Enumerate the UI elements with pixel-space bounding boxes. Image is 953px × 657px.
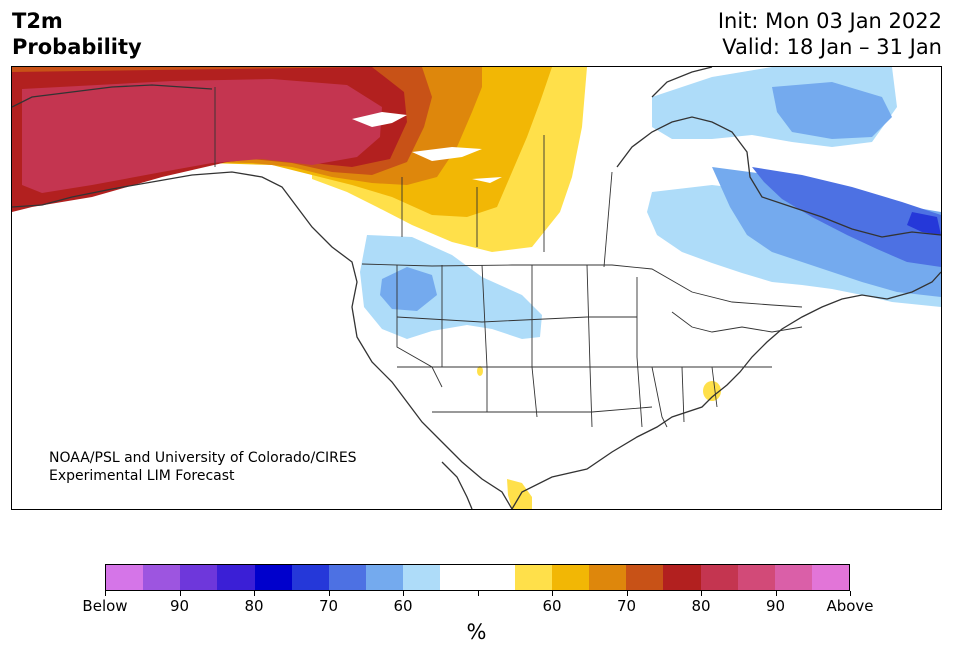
colorbar-tick-label: 70 [318, 597, 339, 615]
cool-light-west [380, 267, 437, 311]
colorbar-segment [811, 565, 850, 590]
colorbar-tick-labels: Below 90 80 70 60 60 70 80 90 Above [0, 597, 953, 617]
colorbar-tick-label: 90 [765, 597, 786, 615]
warm-deep-region [22, 79, 382, 193]
colorbar-tickmark [701, 591, 702, 596]
colorbar-tickmark [776, 591, 777, 596]
colorbar-segment [180, 565, 218, 590]
map-credit: NOAA/PSL and University of Colorado/CIRE… [49, 449, 357, 485]
colorbar-segment [440, 565, 478, 590]
colorbar-segment [774, 565, 812, 590]
init-date: Init: Mon 03 Jan 2022 [717, 9, 942, 33]
great-bear-lake [352, 112, 407, 127]
colorbar-segment [106, 565, 144, 590]
forecast-map[interactable] [11, 66, 942, 510]
forecast-dates: Init: Mon 03 Jan 2022 Valid: 18 Jan – 31… [718, 8, 942, 60]
colorbar-segment [514, 565, 552, 590]
cool-light-north [772, 82, 892, 139]
cool-mid-east [752, 167, 941, 267]
map-title: T2m Probability [12, 8, 142, 60]
colorbar-tickmark [478, 591, 479, 596]
colorbar-tick-label: 60 [393, 597, 413, 615]
great-slave-lake [412, 147, 482, 161]
warm-spot-southeast [703, 381, 721, 401]
colorbar-tickmark [403, 591, 404, 596]
borders [214, 87, 803, 428]
colorbar-tick-label: Above [826, 597, 874, 615]
cool-pale-west [360, 235, 542, 339]
colorbar-tick-label: 90 [169, 597, 190, 615]
colorbar-segment [737, 565, 775, 590]
colorbar-segment [403, 565, 441, 590]
colorbar-segment [626, 565, 664, 590]
colorbar-tickmark [850, 591, 851, 596]
colorbar-unit: % [466, 620, 487, 644]
colorbar-tickmark [180, 591, 181, 596]
colorbar-segment [551, 565, 590, 590]
colorbar-segment [328, 565, 367, 590]
coastlines [12, 67, 941, 509]
colorbar-segment [143, 565, 181, 590]
colorbar-segment [291, 565, 329, 590]
colorbar-segment [700, 565, 738, 590]
lake-athabasca [472, 177, 502, 183]
title-line-1: T2m [12, 9, 63, 33]
map-canvas [12, 67, 941, 509]
colorbar-segment [663, 565, 701, 590]
colorbar-tickmark [105, 591, 106, 596]
colorbar-tick-label: 70 [616, 597, 637, 615]
colorbar-segment [254, 565, 292, 590]
valid-range: Valid: 18 Jan – 31 Jan [722, 35, 942, 59]
warm-spot-mexico [507, 479, 532, 509]
colorbar-tickmark [254, 591, 255, 596]
colorbar-tick-label: 60 [542, 597, 562, 615]
warm-spot-southwest [477, 366, 483, 376]
colorbar-tick-label: Below [82, 597, 128, 615]
colorbar-segment [366, 565, 404, 590]
colorbar-tickmark [552, 591, 553, 596]
colorbar-segment [217, 565, 255, 590]
title-line-2: Probability [12, 35, 142, 59]
cool-deep-east [907, 212, 941, 235]
credit-line-1: NOAA/PSL and University of Colorado/CIRE… [49, 450, 357, 466]
colorbar-tick-label: 80 [244, 597, 264, 615]
colorbar-tickmark [329, 591, 330, 596]
colorbar-tickmark [627, 591, 628, 596]
colorbar-tick-label: 80 [691, 597, 711, 615]
colorbar-segment [589, 565, 627, 590]
credit-line-2: Experimental LIM Forecast [49, 468, 235, 484]
probability-colorbar [105, 564, 850, 591]
colorbar-segment [477, 565, 515, 590]
